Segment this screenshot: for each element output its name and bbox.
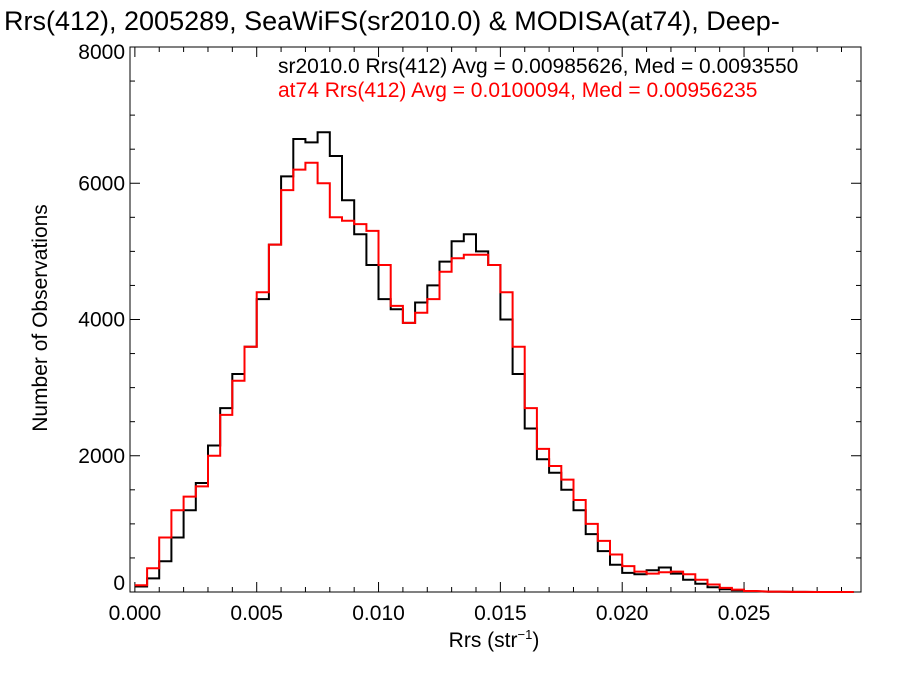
series-layer [134,131,854,593]
legend-entry-at74: at74 Rrs(412) Avg = 0.0100094, Med = 0.0… [278,79,757,102]
y-tick-label: 6000 [78,172,125,195]
x-tick-label: 0.015 [474,602,527,625]
x-tick-label: 0.005 [230,602,283,625]
x-tick-label: 0.010 [352,602,405,625]
y-tick-label: 8000 [78,41,125,64]
y-axis-label: Number of Observations [29,204,52,432]
y-tick-label: 0 [113,572,125,595]
legend-entry-sr2010: sr2010.0 Rrs(412) Avg = 0.00985626, Med … [278,55,798,78]
y-tick-label: 4000 [78,309,125,332]
legend: sr2010.0 Rrs(412) Avg = 0.00985626, Med … [278,55,798,102]
x-axis-label: Rrs (str−1) [449,627,540,652]
chart-title: Rrs(412), 2005289, SeaWiFS(sr2010.0) & M… [4,6,780,36]
y-axis: 0 2000 4000 6000 8000 [78,41,861,595]
x-tick-label: 0.025 [718,602,771,625]
y-tick-label: 2000 [78,445,125,468]
x-tick-label: 0.000 [109,602,162,625]
series-at74-line [134,161,854,593]
x-tick-label: 0.020 [596,602,649,625]
